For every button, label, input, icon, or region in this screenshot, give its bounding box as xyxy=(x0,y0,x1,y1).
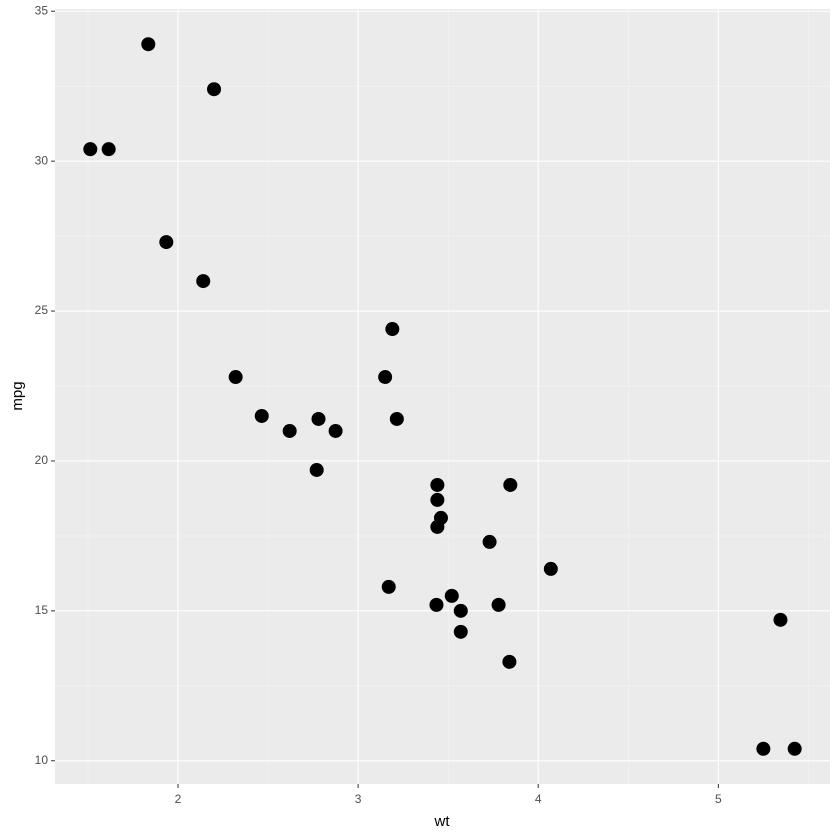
grid xyxy=(55,9,830,784)
point xyxy=(101,142,116,157)
point xyxy=(389,411,404,426)
point xyxy=(502,654,517,669)
y-tick-label: 20 xyxy=(35,453,49,467)
x-tick-label: 3 xyxy=(355,792,362,806)
point xyxy=(196,274,211,289)
point xyxy=(773,612,788,627)
y-tick-label: 30 xyxy=(35,153,49,167)
point xyxy=(444,588,459,603)
y-tick-label: 15 xyxy=(35,603,49,617)
point xyxy=(378,370,393,385)
point xyxy=(254,408,269,423)
y-tick-label: 35 xyxy=(35,3,49,17)
point xyxy=(503,477,518,492)
x-tick-label: 4 xyxy=(535,792,542,806)
point xyxy=(311,411,326,426)
point xyxy=(429,597,444,612)
point xyxy=(453,624,468,639)
point xyxy=(453,603,468,618)
point xyxy=(430,492,445,507)
point xyxy=(787,741,802,756)
point xyxy=(228,370,243,385)
point xyxy=(282,423,297,438)
point xyxy=(309,462,324,477)
y-axis-title: mpg xyxy=(9,381,26,410)
y-tick-label: 10 xyxy=(35,753,49,767)
point xyxy=(141,37,156,52)
point xyxy=(430,477,445,492)
point xyxy=(491,597,506,612)
point xyxy=(756,741,771,756)
points xyxy=(83,37,802,756)
x-tick-label: 5 xyxy=(715,792,722,806)
point xyxy=(482,534,497,549)
point xyxy=(543,561,558,576)
point xyxy=(430,519,445,534)
panel-background xyxy=(55,9,830,784)
x-tick-label: 2 xyxy=(175,792,182,806)
point xyxy=(381,579,396,594)
point xyxy=(83,142,98,157)
y-tick-label: 25 xyxy=(35,303,49,317)
x-axis-title: wt xyxy=(434,813,451,830)
point xyxy=(159,235,174,250)
point xyxy=(328,423,343,438)
point xyxy=(207,82,222,97)
point xyxy=(385,322,400,337)
